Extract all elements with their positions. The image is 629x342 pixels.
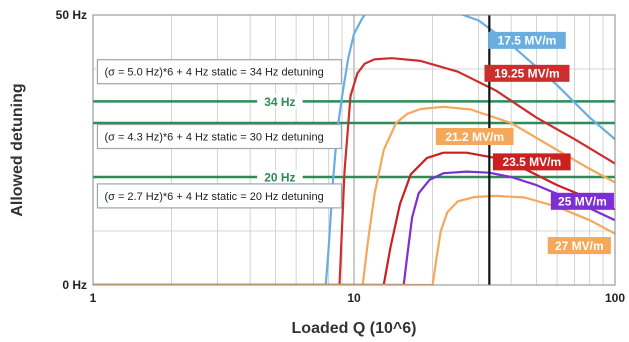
axis-ticks: 1 10 100 0 Hz 50 Hz: [56, 8, 626, 305]
series-label-box: [547, 237, 611, 255]
annotation-text: (σ = 4.3 Hz)*6 + 4 Hz static = 30 Hz det…: [104, 132, 323, 144]
annotations: (σ = 5.0 Hz)*6 + 4 Hz static = 34 Hz det…: [96, 59, 343, 209]
annotation-text: (σ = 5.0 Hz)*6 + 4 Hz static = 34 Hz det…: [104, 67, 323, 79]
y-axis-title: Allowed detuning: [9, 83, 26, 216]
series-label: 23.5 MV/m: [502, 155, 561, 169]
grid-lines: [93, 15, 615, 285]
x-tick-label: 100: [605, 291, 625, 305]
series-label: 27 MV/m: [555, 239, 604, 253]
reference-lines: 34 Hz 20 Hz: [93, 94, 615, 185]
reference-label: 34 Hz: [264, 95, 295, 109]
series-label: 25 MV/m: [558, 195, 607, 209]
series-line: [93, 170, 615, 285]
series-label-box: [492, 153, 571, 171]
y-tick-label: 0 Hz: [62, 278, 87, 292]
x-axis-title: Loaded Q (10^6): [292, 320, 417, 337]
y-tick-label: 50 Hz: [56, 8, 87, 22]
annotation-box: [96, 183, 343, 209]
annotation-box: [96, 123, 343, 150]
series-label: 21.2 MV/m: [445, 130, 504, 144]
series-line: [93, 105, 615, 285]
x-tick-label: 1: [90, 291, 97, 305]
annotation-box: [96, 59, 343, 85]
series-label-box: [484, 64, 570, 82]
reference-label-bg: [257, 94, 303, 109]
x-tick-label: 10: [347, 291, 361, 305]
series-label-box: [435, 128, 514, 145]
reference-label-bg: [257, 170, 303, 184]
series-line: [93, 151, 615, 285]
series-labels: 17.5 MV/m 19.25 MV/m 21.2 MV/m 23.5 MV/m 25 …: [435, 31, 614, 255]
series-label: 17.5 MV/m: [498, 34, 557, 48]
series-label-box: [550, 192, 614, 210]
plot-frame: [92, 14, 616, 286]
annotation-text: (σ = 2.7 Hz)*6 + 4 Hz static = 20 Hz det…: [104, 191, 323, 203]
series-label-box: [488, 31, 566, 49]
series-label: 19.25 MV/m: [494, 67, 559, 81]
reference-label: 20 Hz: [264, 171, 295, 185]
series-line: [93, 57, 615, 285]
